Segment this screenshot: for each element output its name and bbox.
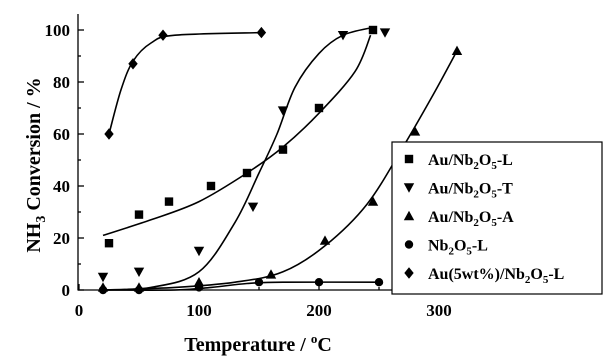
y-axis-title: NH3 Conversion / % [23, 77, 49, 252]
series-1-point [242, 168, 252, 178]
series-2-point [277, 106, 289, 116]
legend-label-4: Nb2O5-L [428, 238, 488, 258]
x-axis-title: Temperature / oC [184, 331, 332, 356]
axes: 0 20 40 60 80 100 0 100 200 300 [45, 14, 585, 320]
series-2-fit-curve [102, 26, 374, 291]
series-4 [98, 278, 384, 295]
series-2-point [247, 202, 259, 212]
series-2-point [379, 28, 391, 38]
series-3-point [193, 277, 205, 287]
y-tick-label: 0 [62, 281, 71, 300]
legend-label-2: Au/Nb2O5-T [428, 181, 513, 201]
series-5-point [256, 26, 267, 39]
legend-marker-4 [404, 240, 414, 249]
legend: Au/Nb2O5-L Au/Nb2O5-T Au/Nb2O5-A Nb2O5-L Au(… [391, 141, 603, 295]
legend-label-5: Au(5wt%)/Nb2O5-L [428, 266, 564, 286]
series-5-point [128, 58, 138, 70]
y-tick-label: 80 [53, 73, 70, 92]
series-5-fit-curve [108, 31, 262, 135]
x-tick-label: 300 [426, 301, 452, 320]
legend-label-3: Au/Nb2O5-A [428, 209, 514, 229]
series-1-point [206, 181, 216, 191]
plot-area [97, 25, 463, 295]
series-1-point [278, 145, 288, 154]
series-5 [104, 26, 267, 140]
legend-marker-2 [403, 183, 415, 193]
series-3-fit-curve [102, 50, 458, 291]
series-2 [97, 26, 391, 291]
legend-marker-5 [404, 267, 414, 279]
series-2-point [337, 31, 349, 41]
series-1-point [134, 210, 144, 219]
series-4-point [254, 278, 264, 287]
series-1-point [164, 197, 174, 206]
series-2-point [97, 272, 109, 283]
series-3-point [409, 126, 421, 136]
x-tick-label: 200 [306, 301, 332, 320]
y-tick-label: 20 [53, 229, 70, 248]
y-tick-label: 40 [53, 177, 70, 196]
legend-marker-1 [404, 154, 414, 164]
series-4-point [374, 278, 384, 287]
legend-marker-3 [403, 210, 415, 221]
x-tick-label: 100 [186, 301, 212, 320]
series-5-point [104, 128, 114, 140]
series-5-point [158, 29, 168, 41]
x-tick-label: 0 [75, 301, 84, 320]
series-3-point [451, 45, 463, 55]
y-tick-label: 100 [45, 21, 71, 40]
series-2-point [193, 246, 205, 257]
series-1-point [368, 25, 378, 35]
series-3-point [319, 235, 331, 245]
series-1-point [104, 239, 114, 248]
series-4-point [314, 278, 324, 287]
legend-box [391, 141, 603, 295]
series-1-point [314, 103, 324, 113]
series-2-point [133, 267, 145, 277]
series-3-point [265, 269, 277, 279]
legend-label-1: Au/Nb2O5-L [428, 152, 513, 172]
y-tick-label: 60 [53, 125, 70, 144]
series-3-point [367, 196, 379, 206]
series-1-fit-curve [102, 34, 372, 237]
